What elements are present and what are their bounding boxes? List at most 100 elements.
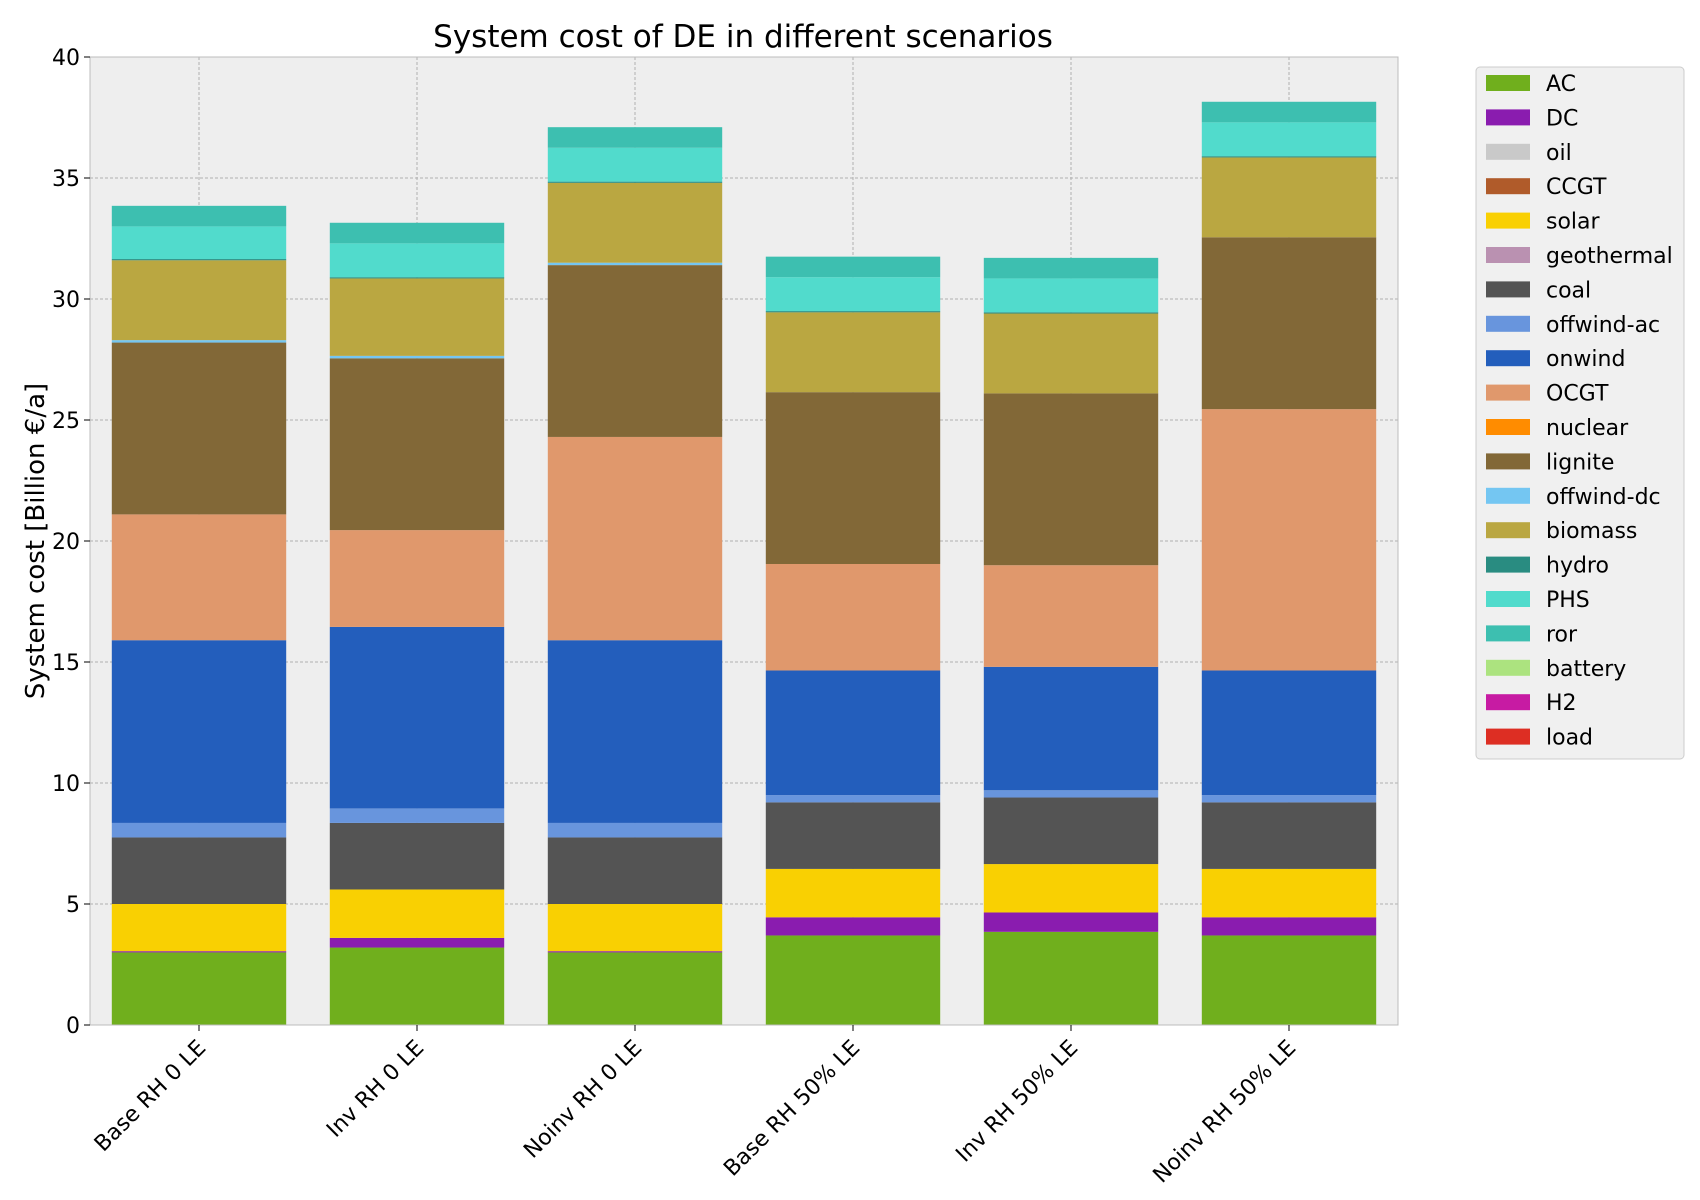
legend-label: AC (1546, 72, 1576, 97)
bar-segment-ror (547, 127, 723, 148)
y-tick-label: 30 (52, 288, 80, 313)
bar-segment-PHS (547, 147, 723, 182)
bar-segment-PHS (983, 278, 1159, 313)
legend-swatch (1486, 247, 1530, 263)
y-tick-labels: 0 5 10 15 20 25 30 35 40 (52, 46, 90, 1039)
bar-segment-offwind-dc (329, 355, 505, 359)
bar-segment-AC (765, 935, 941, 1025)
bar-segment-lignite (547, 265, 723, 437)
legend-label: nuclear (1546, 416, 1629, 441)
bar-segment-lignite (765, 392, 941, 564)
bar-segment-solar (765, 868, 941, 918)
bar-segment-AC (1201, 935, 1377, 1025)
legend-swatch (1486, 281, 1530, 298)
y-tick-label: 35 (52, 167, 80, 192)
bar-segment-offwind-dc (111, 340, 287, 343)
bars-layer (111, 101, 1377, 1025)
legend-swatch (1486, 556, 1530, 573)
bar-segment-ror (765, 256, 941, 278)
bar-stack (547, 127, 723, 1025)
bar-segment-OCGT (765, 563, 941, 671)
legend-swatch (1486, 384, 1530, 401)
legend-label: PHS (1546, 588, 1590, 613)
bar-segment-AC (983, 931, 1159, 1025)
y-tick-label: 5 (66, 893, 80, 918)
legend-swatch (1486, 659, 1530, 676)
y-tick-label: 15 (52, 651, 80, 676)
bar-segment-hydro (765, 311, 941, 313)
bar-segment-biomass (1201, 157, 1377, 238)
bar-segment-lignite (983, 393, 1159, 566)
legend-label: battery (1546, 657, 1626, 682)
bar-segment-onwind (329, 626, 505, 809)
legend-swatch (1486, 109, 1530, 126)
legend-label: biomass (1546, 519, 1637, 544)
bar-segment-onwind (111, 640, 287, 823)
bar-segment-DC (765, 917, 941, 936)
bar-segment-offwind-ac (765, 795, 941, 803)
legend-swatch (1486, 143, 1530, 160)
bar-stack (983, 257, 1159, 1025)
bar-segment-offwind-ac (1201, 795, 1377, 803)
chart-title: System cost of DE in different scenarios (433, 19, 1053, 55)
legend-swatch (1486, 315, 1530, 332)
legend-swatch (1486, 350, 1530, 367)
bar-segment-lignite (329, 358, 505, 531)
bar-segment-lignite (1201, 237, 1377, 410)
bar-segment-onwind (765, 670, 941, 796)
legend-label: CCGT (1546, 175, 1607, 200)
legend-label: offwind-ac (1546, 313, 1660, 338)
bar-segment-DC (547, 951, 723, 953)
legend-swatch (1486, 212, 1530, 229)
legend-frame (1475, 66, 1685, 760)
bar-segment-DC (1201, 917, 1377, 936)
y-tick-label: 40 (52, 46, 80, 71)
bar-segment-coal (329, 822, 505, 890)
bar-segment-offwind-ac (111, 822, 287, 838)
bar-segment-biomass (765, 312, 941, 393)
legend: AC DC oil CCGT solar geothermal coal offwind-ac… (1475, 66, 1685, 760)
bar-segment-solar (329, 889, 505, 938)
y-tick-label: 20 (52, 530, 80, 555)
bar-segment-lignite (111, 342, 287, 515)
bar-segment-biomass (329, 278, 505, 356)
y-axis-label: System cost [Billion €/a] (21, 383, 51, 699)
legend-swatch (1486, 522, 1530, 539)
bar-segment-DC (329, 937, 505, 948)
legend-swatch (1486, 728, 1530, 745)
legend-label: oil (1546, 141, 1572, 166)
legend-label: OCGT (1546, 382, 1609, 407)
bar-segment-solar (111, 904, 287, 952)
bar-segment-OCGT (329, 530, 505, 627)
bar-segment-offwind-dc (547, 262, 723, 266)
bar-segment-ror (983, 257, 1159, 279)
bar-segment-AC (329, 947, 505, 1025)
legend-swatch (1486, 419, 1530, 435)
legend-swatch (1486, 625, 1530, 642)
bar-segment-onwind (1201, 670, 1377, 796)
legend-swatch (1486, 487, 1530, 504)
bar-segment-OCGT (111, 514, 287, 641)
bar-segment-offwind-ac (983, 790, 1159, 798)
bar-segment-biomass (983, 313, 1159, 394)
bar-segment-hydro (983, 312, 1159, 314)
bar-segment-onwind (547, 640, 723, 823)
bar-segment-OCGT (547, 436, 723, 641)
bar-segment-PHS (329, 243, 505, 278)
bar-segment-OCGT (1201, 409, 1377, 671)
bar-segment-hydro (1201, 156, 1377, 158)
bar-segment-solar (1201, 868, 1377, 918)
bar-segment-OCGT (983, 565, 1159, 667)
legend-label: solar (1546, 210, 1601, 235)
legend-swatch (1486, 75, 1530, 91)
legend-label: hydro (1546, 554, 1609, 579)
legend-label: lignite (1546, 450, 1614, 475)
y-tick-label: 0 (66, 1014, 80, 1039)
bar-segment-offwind-ac (329, 808, 505, 823)
bar-segment-hydro (547, 181, 723, 183)
bar-segment-ror (329, 222, 505, 244)
bar-segment-hydro (111, 259, 287, 261)
bar-segment-coal (547, 837, 723, 904)
legend-label: geothermal (1546, 244, 1673, 269)
